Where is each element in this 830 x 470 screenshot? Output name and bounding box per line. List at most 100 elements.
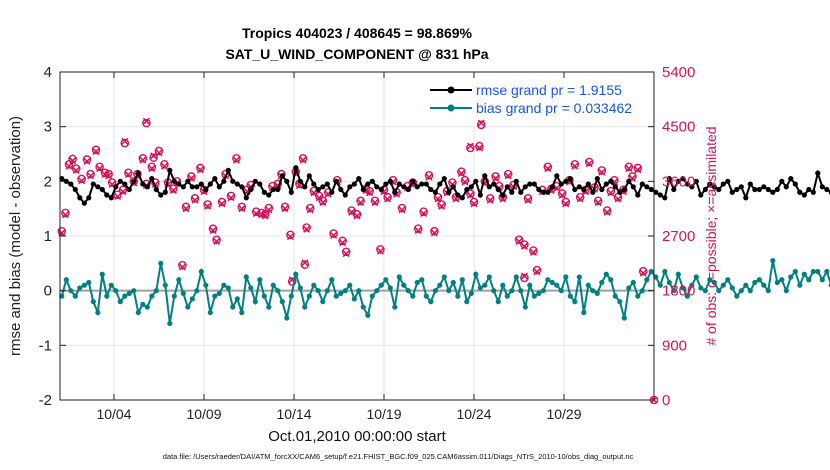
rmse-point [716,186,722,193]
rmse-point [810,189,816,195]
rmse-point [491,181,497,187]
rmse-point [585,181,591,187]
bias-point [671,288,677,294]
obs-assimilated-point [213,237,221,245]
obs-assimilated-point [529,248,537,256]
bias-point [576,274,582,280]
rmse-point [248,186,254,193]
rmse-point [765,186,771,193]
bias-point [522,304,528,310]
obs-possible-point [264,203,274,213]
bias-point [554,282,560,288]
rmse-point [599,186,605,193]
obs-assimilated-point [520,272,528,280]
rmse-point [581,186,587,193]
bias-point [545,277,551,283]
obs-possible-point [430,226,439,236]
obs-cross-stroke [232,156,240,164]
bias-point [788,274,794,280]
obs-assimilated-point [148,165,156,173]
obs-cross-stroke [371,199,379,207]
chart-title: Tropics 404023 / 408645 = 98.869% [242,25,473,41]
rmse-point [158,192,164,198]
rmse-point [149,176,155,182]
obs-series-layer [57,117,659,405]
bias-point [635,293,641,299]
obs-assimilated-point [72,166,80,174]
rmse-point [171,178,177,184]
bias-point [167,320,173,327]
legend-bias-marker [447,104,455,112]
bias-point [77,285,83,291]
obs-cross-stroke [466,142,474,150]
bias-point [468,290,474,296]
obs-assimilated-point [585,160,593,168]
obs-possible-point [466,143,475,153]
obs-cross-stroke [124,171,132,179]
obs-cross-stroke [204,202,212,210]
bias-point [117,299,123,305]
obs-assimilated-point [466,142,474,150]
obs-possible-point [203,200,212,209]
obs-possible-point [124,168,133,178]
obs-possible-point [523,194,533,203]
obs-possible-point [149,153,158,162]
obs-cross-stroke [178,263,186,271]
bias-point [194,288,200,294]
obs-possible-point [424,170,434,180]
rmse-point [414,184,420,190]
rmse-point [545,189,551,195]
obs-cross-stroke [83,157,91,165]
obs-cross-stroke [598,168,606,176]
rmse-point [351,181,357,187]
rmse-point [356,176,362,182]
obs-cross-stroke [558,191,566,199]
obs-cross-stroke [319,199,327,207]
obs-cross-stroke [425,173,433,181]
rmse-point [603,181,609,187]
rmse-point [648,186,654,193]
rmse-point [725,178,731,184]
rmse-point [108,195,114,201]
bias-point [297,285,303,291]
obs-possible-point [624,162,634,172]
bias-point [819,277,825,283]
bias-point [450,279,456,286]
y-tick-label-right: 900 [662,337,687,354]
obs-cross-stroke [92,148,100,156]
obs-assimilated-point [571,162,579,170]
bias-point [126,290,132,296]
bias-point [621,315,627,321]
obs-assimilated-point [252,209,260,218]
obs-assimilated-point [182,205,190,213]
obs-possible-point [118,185,128,195]
x-tick-label: 10/14 [276,406,311,422]
bias-point [198,268,204,275]
rmse-point [468,184,474,190]
obs-cross-stroke [582,188,590,196]
y-tick-label-right: 0 [662,392,670,409]
bias-point [747,288,753,294]
bias-point [783,288,789,294]
rmse-point [284,178,290,184]
rmse-point [554,173,560,179]
bias-point [711,279,717,286]
rmse-point [369,178,375,184]
x-axis-label: Oct.01,2010 00:00:00 start [268,428,446,445]
rmse-point [450,184,456,190]
obs-cross-stroke [562,200,570,208]
obs-possible-point [638,266,648,276]
obs-possible-point [633,163,643,173]
rmse-point [198,181,204,187]
obs-possible-point [300,260,310,269]
obs-possible-point [457,167,466,176]
bias-point [221,282,227,288]
rmse-point [63,178,69,184]
obs-possible-point [113,190,122,199]
rmse-point [293,165,299,171]
rmse-point [464,186,470,193]
bias-point [675,271,681,277]
rmse-point [95,184,101,190]
obs-possible-point [397,203,407,213]
obs-assimilated-point [594,199,602,207]
